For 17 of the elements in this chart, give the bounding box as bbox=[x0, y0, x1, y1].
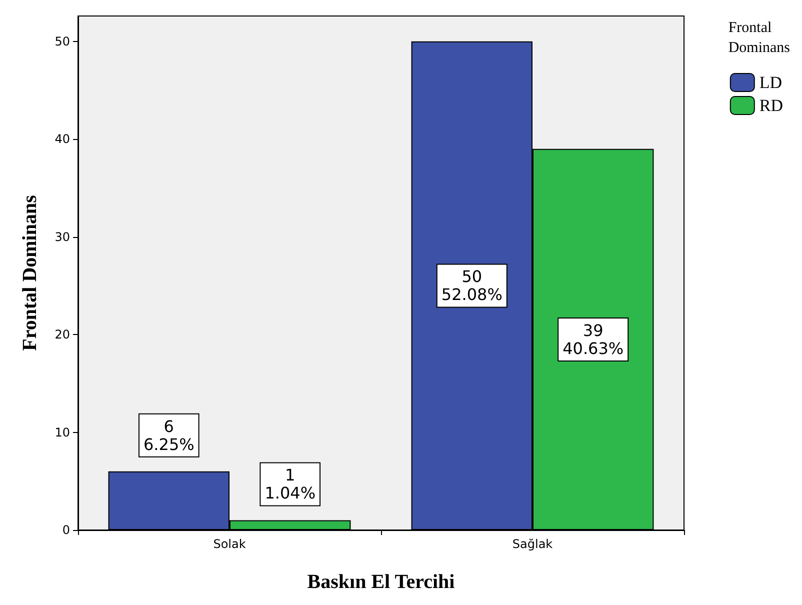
x-axis-title: Baskın El Tercihi bbox=[307, 571, 456, 593]
y-axis-title: Frontal Dominans bbox=[19, 194, 41, 351]
data-label: 1 1.04% bbox=[264, 466, 316, 503]
legend-title: Frontal Dominans bbox=[728, 20, 790, 56]
y-tick-label: 10 bbox=[54, 425, 70, 440]
legend-label: RD bbox=[759, 96, 784, 115]
x-tick-label: Solak bbox=[213, 537, 246, 551]
y-tick-label: 20 bbox=[54, 328, 70, 342]
data-label: 50 52.08% bbox=[441, 267, 502, 304]
y-tick-label: 50 bbox=[54, 34, 70, 48]
legend-label: LD bbox=[759, 73, 782, 92]
y-tick-label: 0 bbox=[62, 523, 70, 537]
y-tick-label: 30 bbox=[54, 230, 70, 244]
y-tick-label: 40 bbox=[54, 132, 70, 146]
x-tick-label: Sağlak bbox=[512, 537, 553, 551]
data-label: 39 40.63% bbox=[562, 320, 624, 358]
data-label: 6 6.25% bbox=[143, 416, 194, 454]
